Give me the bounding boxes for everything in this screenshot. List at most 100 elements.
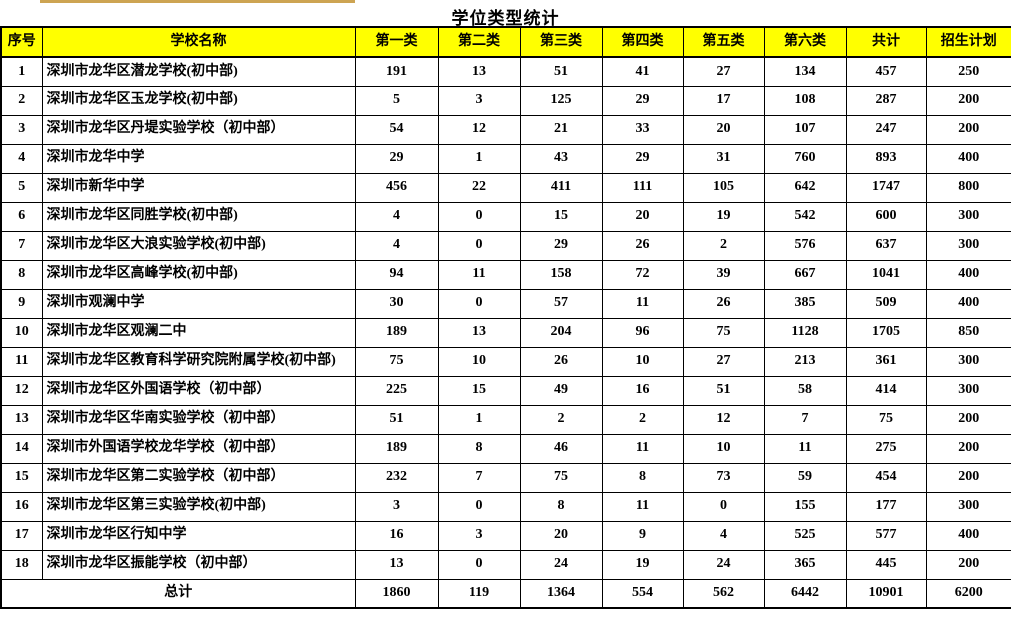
value-cell: 30 [354, 288, 439, 319]
table-row: 17 深圳市龙华区行知中学 16 3 20 9 4 525 577 400 [0, 520, 1011, 551]
value-cell: 250 [925, 56, 1011, 87]
row-number-cell: 16 [0, 491, 43, 522]
row-number-cell: 15 [0, 462, 43, 493]
value-cell: 75 [519, 462, 603, 493]
value-cell: 0 [437, 230, 521, 261]
row-number-cell: 9 [0, 288, 43, 319]
table-row: 8 深圳市龙华区高峰学校(初中部) 94 11 158 72 39 667 1041 400 [0, 259, 1011, 290]
value-cell: 3 [437, 85, 521, 116]
value-cell: 49 [519, 375, 603, 406]
value-cell: 400 [925, 143, 1011, 174]
value-cell: 27 [682, 346, 765, 377]
value-cell: 200 [925, 404, 1011, 435]
value-cell: 9 [601, 520, 684, 551]
school-name-cell: 深圳市龙华区第三实验学校(初中部) [41, 491, 356, 522]
row-number-cell: 8 [0, 259, 43, 290]
value-cell: 29 [601, 143, 684, 174]
value-cell: 19 [601, 549, 684, 580]
value-cell: 177 [845, 491, 927, 522]
value-cell: 577 [845, 520, 927, 551]
value-cell: 94 [354, 259, 439, 290]
value-cell: 27 [682, 56, 765, 87]
value-cell: 542 [763, 201, 847, 232]
total-label-cell: 总计 [0, 578, 356, 609]
school-name-cell: 深圳市新华中学 [41, 172, 356, 203]
school-name-cell: 深圳市外国语学校龙华学校（初中部） [41, 433, 356, 464]
value-cell: 15 [519, 201, 603, 232]
value-cell: 2 [601, 404, 684, 435]
value-cell: 509 [845, 288, 927, 319]
column-header-8: 共计 [845, 26, 927, 58]
value-cell: 361 [845, 346, 927, 377]
value-cell: 232 [354, 462, 439, 493]
value-cell: 12 [437, 114, 521, 145]
row-number-cell: 5 [0, 172, 43, 203]
value-cell: 20 [519, 520, 603, 551]
value-cell: 13 [437, 317, 521, 348]
value-cell: 15 [437, 375, 521, 406]
value-cell: 0 [437, 491, 521, 522]
table-row: 16 深圳市龙华区第三实验学校(初中部) 3 0 8 11 0 155 177 300 [0, 491, 1011, 522]
value-cell: 10 [601, 346, 684, 377]
value-cell: 19 [682, 201, 765, 232]
school-name-cell: 深圳市龙华区振能学校（初中部） [41, 549, 356, 580]
value-cell: 454 [845, 462, 927, 493]
value-cell: 108 [763, 85, 847, 116]
value-cell: 204 [519, 317, 603, 348]
value-cell: 11 [601, 288, 684, 319]
value-cell: 8 [601, 462, 684, 493]
value-cell: 0 [437, 549, 521, 580]
value-cell: 51 [519, 56, 603, 87]
total-value-cell: 1860 [354, 578, 439, 609]
value-cell: 300 [925, 375, 1011, 406]
value-cell: 300 [925, 491, 1011, 522]
value-cell: 155 [763, 491, 847, 522]
total-row: 总计 1860 119 1364 554 562 6442 10901 6200 [0, 578, 1011, 609]
value-cell: 39 [682, 259, 765, 290]
table-row: 7 深圳市龙华区大浪实验学校(初中部) 4 0 29 26 2 576 637 300 [0, 230, 1011, 261]
table-row: 9 深圳市观澜中学 30 0 57 11 26 385 509 400 [0, 288, 1011, 319]
value-cell: 11 [601, 491, 684, 522]
row-number-cell: 1 [0, 56, 43, 87]
value-cell: 189 [354, 317, 439, 348]
row-number-cell: 11 [0, 346, 43, 377]
column-header-5: 第四类 [601, 26, 684, 58]
column-header-2: 第一类 [354, 26, 439, 58]
column-header-1: 学校名称 [41, 26, 356, 58]
value-cell: 1 [437, 404, 521, 435]
value-cell: 59 [763, 462, 847, 493]
value-cell: 1747 [845, 172, 927, 203]
school-name-cell: 深圳市龙华区玉龙学校(初中部) [41, 85, 356, 116]
school-name-cell: 深圳市龙华区外国语学校（初中部） [41, 375, 356, 406]
value-cell: 7 [437, 462, 521, 493]
value-cell: 200 [925, 85, 1011, 116]
table-row: 13 深圳市龙华区华南实验学校（初中部） 51 1 2 2 12 7 75 200 [0, 404, 1011, 435]
value-cell: 7 [763, 404, 847, 435]
value-cell: 275 [845, 433, 927, 464]
total-value-cell: 6200 [925, 578, 1011, 609]
value-cell: 96 [601, 317, 684, 348]
value-cell: 29 [519, 230, 603, 261]
value-cell: 365 [763, 549, 847, 580]
school-name-cell: 深圳市龙华区华南实验学校（初中部） [41, 404, 356, 435]
value-cell: 29 [354, 143, 439, 174]
column-header-3: 第二类 [437, 26, 521, 58]
value-cell: 400 [925, 520, 1011, 551]
value-cell: 8 [437, 433, 521, 464]
school-name-cell: 深圳市龙华中学 [41, 143, 356, 174]
value-cell: 1 [437, 143, 521, 174]
row-number-cell: 6 [0, 201, 43, 232]
school-name-cell: 深圳市龙华区行知中学 [41, 520, 356, 551]
value-cell: 24 [682, 549, 765, 580]
value-cell: 4 [354, 230, 439, 261]
value-cell: 0 [437, 201, 521, 232]
value-cell: 300 [925, 230, 1011, 261]
value-cell: 760 [763, 143, 847, 174]
value-cell: 3 [437, 520, 521, 551]
column-header-7: 第六类 [763, 26, 847, 58]
total-value-cell: 6442 [763, 578, 847, 609]
table-row: 11 深圳市龙华区教育科学研究院附属学校(初中部) 75 10 26 10 27 213 361… [0, 346, 1011, 377]
table-row: 12 深圳市龙华区外国语学校（初中部） 225 15 49 16 51 58 414 300 [0, 375, 1011, 406]
value-cell: 213 [763, 346, 847, 377]
value-cell: 21 [519, 114, 603, 145]
